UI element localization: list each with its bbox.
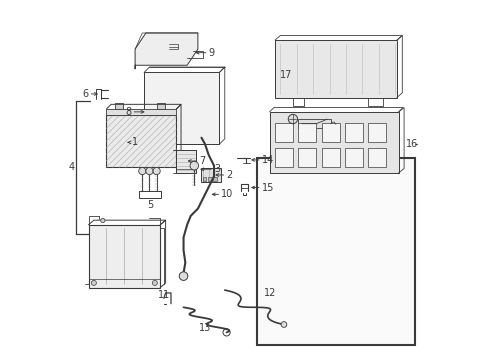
Bar bbox=[257, 158, 414, 345]
Bar bbox=[88, 225, 160, 288]
Bar bbox=[344, 123, 362, 142]
Text: 3: 3 bbox=[214, 164, 220, 174]
Bar bbox=[201, 168, 221, 182]
Text: 17: 17 bbox=[280, 70, 292, 80]
Bar bbox=[298, 119, 330, 128]
Bar bbox=[367, 148, 386, 167]
Bar bbox=[176, 149, 196, 173]
Bar bbox=[344, 148, 362, 167]
Text: 12: 12 bbox=[263, 288, 275, 298]
Bar bbox=[144, 72, 219, 144]
Bar bbox=[321, 123, 339, 142]
Bar bbox=[202, 177, 206, 181]
Bar bbox=[106, 109, 176, 116]
Circle shape bbox=[287, 114, 297, 124]
Text: 2: 2 bbox=[226, 170, 232, 180]
Circle shape bbox=[91, 280, 96, 285]
Bar bbox=[274, 148, 292, 167]
Circle shape bbox=[101, 219, 105, 223]
Text: 9: 9 bbox=[208, 48, 214, 58]
Text: 5: 5 bbox=[147, 201, 153, 211]
Circle shape bbox=[139, 167, 145, 175]
Bar bbox=[298, 148, 316, 167]
Text: 6: 6 bbox=[82, 89, 88, 99]
Bar bbox=[207, 177, 211, 181]
Text: 14: 14 bbox=[261, 155, 273, 165]
Text: 10: 10 bbox=[221, 189, 233, 199]
Bar bbox=[115, 103, 123, 109]
Bar bbox=[139, 192, 161, 198]
Bar bbox=[321, 148, 339, 167]
Bar bbox=[269, 112, 398, 173]
Text: 4: 4 bbox=[68, 162, 75, 172]
Bar bbox=[367, 123, 386, 142]
Bar bbox=[106, 116, 176, 167]
Circle shape bbox=[152, 280, 157, 285]
Text: 1: 1 bbox=[131, 138, 138, 147]
Circle shape bbox=[190, 161, 198, 170]
Text: 13: 13 bbox=[199, 323, 211, 333]
Text: 15: 15 bbox=[261, 183, 274, 193]
Bar bbox=[274, 123, 292, 142]
Text: 11: 11 bbox=[157, 291, 170, 301]
Text: 8: 8 bbox=[125, 107, 131, 117]
Bar bbox=[298, 123, 316, 142]
Circle shape bbox=[179, 272, 187, 280]
Text: 16: 16 bbox=[406, 139, 418, 149]
Bar bbox=[213, 177, 217, 181]
Circle shape bbox=[145, 167, 153, 175]
Polygon shape bbox=[135, 33, 198, 69]
Bar bbox=[274, 40, 396, 98]
Circle shape bbox=[153, 167, 160, 175]
Circle shape bbox=[281, 321, 286, 327]
Bar bbox=[156, 103, 164, 109]
Text: 7: 7 bbox=[199, 156, 205, 166]
